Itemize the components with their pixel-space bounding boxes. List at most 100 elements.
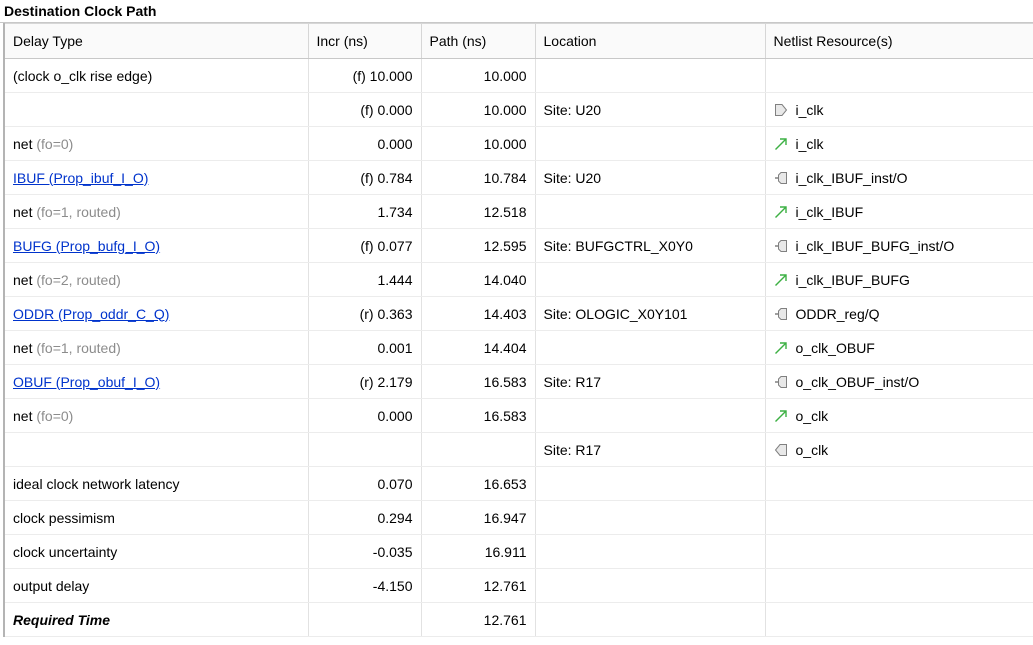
- delay-type-label: Required Time: [13, 611, 110, 628]
- location-cell: Site: U20: [534, 92, 766, 127]
- netlist-resource-cell: i_clk_IBUF: [764, 194, 1033, 229]
- location-cell: [534, 602, 766, 637]
- delay-type-cell: clock pessimism: [3, 500, 309, 535]
- table-row[interactable]: ideal clock network latency 0.070 16.653: [3, 466, 1033, 501]
- delay-type-label: clock pessimism: [13, 509, 115, 526]
- delay-type-label: (clock o_clk rise edge): [13, 67, 153, 84]
- col-header-delay-type[interactable]: Delay Type: [3, 23, 309, 59]
- location-cell: Site: R17: [534, 432, 766, 467]
- path-cell: 10.000: [420, 58, 536, 93]
- net-fanout-detail: (fo=2, routed): [32, 271, 121, 288]
- table-row[interactable]: OBUF (Prop_obuf_I_O) (r) 2.179 16.583 Site:…: [3, 364, 1033, 399]
- net-fanout-detail: (fo=1, routed): [32, 339, 121, 356]
- incr-cell: 0.000: [307, 126, 422, 161]
- delay-type-cell: output delay: [3, 568, 309, 603]
- col-header-incr[interactable]: Incr (ns): [307, 23, 422, 59]
- delay-type-label: clock uncertainty: [13, 543, 118, 560]
- net-fanout-detail: (fo=0): [32, 135, 74, 152]
- path-cell: 12.518: [420, 194, 536, 229]
- netlist-resource-cell: o_clk: [764, 398, 1033, 433]
- incr-cell: 0.001: [307, 330, 422, 365]
- table-row[interactable]: (clock o_clk rise edge) (f) 10.000 10.000: [3, 58, 1033, 93]
- netlist-resource-cell: ODDR_reg/Q: [764, 296, 1033, 331]
- table-row[interactable]: clock uncertainty -0.035 16.911: [3, 534, 1033, 569]
- delay-type-cell: Required Time: [3, 602, 309, 637]
- table-row[interactable]: net (fo=2, routed) 1.444 14.040 i_clk_IBUF_…: [3, 262, 1033, 297]
- delay-type-cell: net (fo=0): [3, 126, 309, 161]
- path-cell: 10.000: [420, 126, 536, 161]
- path-cell: 16.911: [420, 534, 536, 569]
- table-row[interactable]: output delay -4.150 12.761: [3, 568, 1033, 603]
- incr-cell: (r) 0.363: [307, 296, 422, 331]
- cell-type-link[interactable]: IBUF (Prop_ibuf_I_O): [13, 169, 149, 186]
- table-row[interactable]: IBUF (Prop_ibuf_I_O) (f) 0.784 10.784 Site:…: [3, 160, 1033, 195]
- net-fanout-detail: (fo=1, routed): [32, 203, 121, 220]
- netlist-resource-cell: o_clk: [764, 432, 1033, 467]
- incr-cell: 0.000: [307, 398, 422, 433]
- timing-path-table: Delay Type Incr (ns) Path (ns) Location …: [3, 23, 1033, 637]
- table-row[interactable]: net (fo=1, routed) 1.734 12.518 i_clk_IBUF: [3, 194, 1033, 229]
- path-cell: 16.583: [420, 364, 536, 399]
- delay-type-label: net: [13, 407, 33, 424]
- table-row[interactable]: net (fo=0) 0.000 16.583 o_clk: [3, 398, 1033, 433]
- input-port-icon: [774, 103, 788, 117]
- path-cell: 10.000: [420, 92, 536, 127]
- netlist-resource-cell: i_clk_IBUF_inst/O: [764, 160, 1033, 195]
- netlist-resource-label: ODDR_reg/Q: [795, 305, 880, 322]
- netlist-resource-cell: [764, 58, 1033, 93]
- netlist-resource-label: o_clk_OBUF_inst/O: [795, 373, 920, 390]
- netlist-resource-cell: [764, 500, 1033, 535]
- netlist-resource-cell: [764, 568, 1033, 603]
- net-arrow-icon: [774, 205, 788, 219]
- incr-cell: 0.294: [307, 500, 422, 535]
- path-cell: 16.947: [420, 500, 536, 535]
- netlist-resource-cell: o_clk_OBUF: [764, 330, 1033, 365]
- netlist-resource-cell: i_clk: [764, 92, 1033, 127]
- col-header-netlist-resources[interactable]: Netlist Resource(s): [764, 23, 1033, 59]
- table-row[interactable]: clock pessimism 0.294 16.947: [3, 500, 1033, 535]
- delay-type-cell: ODDR (Prop_oddr_C_Q): [3, 296, 309, 331]
- incr-cell: (f) 0.000: [307, 92, 422, 127]
- table-row[interactable]: Required Time 12.761: [3, 602, 1033, 637]
- incr-cell: 1.444: [307, 262, 422, 297]
- delay-type-cell: net (fo=1, routed): [3, 330, 309, 365]
- cell-type-link[interactable]: OBUF (Prop_obuf_I_O): [13, 373, 161, 390]
- location-cell: [534, 58, 766, 93]
- table-row[interactable]: Site: R17 o_clk: [3, 432, 1033, 467]
- netlist-resource-cell: i_clk_IBUF_BUFG_inst/O: [764, 228, 1033, 263]
- table-row[interactable]: (f) 0.000 10.000 Site: U20 i_clk: [3, 92, 1033, 127]
- table-row[interactable]: net (fo=1, routed) 0.001 14.404 o_clk_OBUF: [3, 330, 1033, 365]
- location-cell: Site: U20: [534, 160, 766, 195]
- netlist-resource-label: o_clk_OBUF: [795, 339, 875, 356]
- delay-type-label: ideal clock network latency: [13, 475, 180, 492]
- path-cell: 12.595: [420, 228, 536, 263]
- delay-type-cell: BUFG (Prop_bufg_I_O): [3, 228, 309, 263]
- incr-cell: (f) 0.077: [307, 228, 422, 263]
- delay-type-cell: ideal clock network latency: [3, 466, 309, 501]
- path-cell: 14.040: [420, 262, 536, 297]
- path-cell: 16.583: [420, 398, 536, 433]
- delay-type-cell: [3, 92, 309, 127]
- netlist-resource-label: i_clk_IBUF_inst/O: [795, 169, 908, 186]
- path-cell: 16.653: [420, 466, 536, 501]
- netlist-resource-cell: i_clk_IBUF_BUFG: [764, 262, 1033, 297]
- location-cell: [534, 330, 766, 365]
- col-header-location[interactable]: Location: [534, 23, 766, 59]
- col-header-path[interactable]: Path (ns): [420, 23, 536, 59]
- table-row[interactable]: ODDR (Prop_oddr_C_Q) (r) 0.363 14.403 Site:…: [3, 296, 1033, 331]
- net-arrow-icon: [774, 137, 788, 151]
- incr-cell: (r) 2.179: [307, 364, 422, 399]
- netlist-resource-label: i_clk_IBUF_BUFG: [795, 271, 910, 288]
- netlist-resource-label: o_clk: [795, 441, 829, 458]
- delay-type-cell: net (fo=0): [3, 398, 309, 433]
- location-cell: [534, 262, 766, 297]
- table-row[interactable]: BUFG (Prop_bufg_I_O) (f) 0.077 12.595 Site:…: [3, 228, 1033, 263]
- netlist-resource-label: o_clk: [795, 407, 829, 424]
- incr-cell: -0.035: [307, 534, 422, 569]
- incr-cell: 1.734: [307, 194, 422, 229]
- delay-type-cell: clock uncertainty: [3, 534, 309, 569]
- table-row[interactable]: net (fo=0) 0.000 10.000 i_clk: [3, 126, 1033, 161]
- cell-type-link[interactable]: ODDR (Prop_oddr_C_Q): [13, 305, 170, 322]
- incr-cell: [307, 602, 422, 637]
- cell-type-link[interactable]: BUFG (Prop_bufg_I_O): [13, 237, 161, 254]
